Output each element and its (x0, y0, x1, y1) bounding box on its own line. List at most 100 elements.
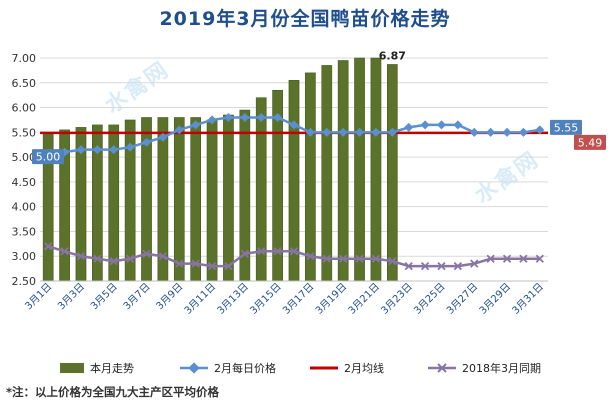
bar (370, 57, 382, 282)
x-tick-label: 3月23日 (379, 281, 415, 317)
bar (190, 117, 202, 282)
bar (255, 97, 267, 282)
data-label-box (550, 119, 582, 135)
x-tick-label: 3月13日 (215, 281, 251, 317)
y-tick-label: 7.00 (12, 52, 37, 65)
point-feb-daily (387, 127, 397, 137)
x-tick-label: 3月31日 (510, 281, 546, 317)
legend-label-bars: 本月走势 (90, 362, 134, 375)
point-feb-daily (125, 142, 135, 152)
point-last-year (207, 261, 217, 271)
legend-item-bars: 本月走势 (60, 360, 134, 376)
point-last-year (76, 252, 86, 261)
point-feb-daily (256, 112, 266, 122)
point-last-year (109, 257, 118, 266)
point-feb-daily (76, 145, 86, 155)
y-tick-label: 2.50 (12, 275, 37, 288)
point-last-year (158, 252, 168, 261)
point-feb-daily (486, 127, 496, 137)
x-tick-label: 3月25日 (411, 281, 447, 317)
point-feb-daily (240, 112, 250, 122)
data-label: 6.87 (379, 49, 406, 62)
point-last-year (404, 261, 413, 271)
legend-swatch-feb-daily (180, 362, 208, 374)
point-feb-daily (305, 127, 315, 137)
price-chart: 2.50 3.00 3.50 4.00 4.50 5.00 5.50 6.00 6.50 7.00… (12, 49, 606, 317)
y-tick-label: 5.00 (12, 151, 37, 164)
bar (337, 60, 349, 282)
chart-title: 2019年3月份全国鸭苗价格走势 (159, 8, 451, 30)
point-last-year (339, 254, 348, 263)
x-tick-label: 3月11日 (182, 281, 218, 317)
point-last-year (355, 254, 364, 263)
legend-label-feb-avg: 2月均线 (344, 362, 384, 375)
bar (223, 114, 234, 282)
x-tick-label: 3月9日 (154, 281, 186, 313)
point-last-year (535, 254, 544, 263)
point-last-year (371, 254, 381, 263)
point-last-year (322, 254, 331, 263)
data-label: 5.55 (554, 121, 579, 134)
point-last-year (437, 261, 446, 271)
legend-swatch-last-year (428, 363, 456, 373)
point-last-year (502, 254, 512, 263)
point-feb-daily (453, 120, 463, 130)
legend-swatch-feb-avg (310, 366, 338, 370)
x-tick-label: 3月21日 (346, 281, 382, 317)
point-last-year (453, 261, 463, 271)
bar (173, 117, 185, 282)
point-last-year (93, 254, 102, 263)
point-feb-daily (404, 122, 414, 132)
bar (321, 65, 333, 282)
point-feb-daily (338, 127, 348, 137)
bar (305, 72, 316, 282)
chart-legend: 本月走势 2月每日价格 2月均线 2018年3月同期 (60, 360, 600, 376)
bar (206, 119, 218, 282)
point-last-year (224, 261, 233, 271)
point-feb-daily (141, 137, 152, 147)
x-tick-label: 3月7日 (121, 281, 153, 313)
data-label-box (574, 134, 606, 150)
footnote: *注：以上价格为全国九大主产区平均价格 (6, 385, 220, 399)
point-feb-daily (502, 127, 512, 137)
x-tick-label: 3月3日 (55, 281, 87, 313)
point-last-year (240, 249, 249, 258)
x-tick-label: 3月27日 (444, 281, 480, 317)
data-label-box (32, 149, 64, 165)
legend-label-last-year: 2018年3月同期 (462, 362, 541, 375)
point-last-year (388, 257, 397, 266)
y-tick-label: 6.00 (12, 102, 37, 115)
y-tick-label: 4.00 (12, 201, 37, 214)
point-feb-daily (223, 112, 233, 122)
point-last-year (142, 249, 151, 258)
point-last-year (273, 247, 282, 256)
point-feb-daily (207, 115, 217, 125)
legend-item-last-year: 2018年3月同期 (428, 360, 541, 376)
point-feb-daily (92, 145, 102, 155)
point-last-year (257, 247, 266, 256)
point-last-year (175, 259, 184, 268)
y-tick-label: 5.50 (12, 126, 37, 139)
legend-swatch-bar (60, 363, 84, 373)
point-feb-daily (273, 112, 283, 122)
point-last-year (470, 259, 479, 268)
point-last-year (486, 254, 495, 263)
legend-item-feb-avg: 2月均线 (310, 360, 384, 376)
x-tick-label: 3月17日 (280, 281, 316, 317)
x-tick-label: 3月5日 (88, 281, 120, 313)
legend-item-feb-daily: 2月每日价格 (180, 360, 276, 376)
data-label: 5.49 (578, 136, 603, 149)
point-last-year (420, 261, 430, 271)
bar (386, 64, 398, 282)
x-tick-label: 3月19日 (313, 281, 349, 317)
y-tick-label: 4.50 (12, 176, 37, 189)
point-feb-daily (420, 120, 430, 130)
point-last-year (306, 252, 315, 261)
point-feb-daily (518, 127, 528, 137)
x-tick-label: 3月29日 (477, 281, 513, 317)
point-feb-daily (469, 127, 479, 137)
point-last-year (44, 242, 53, 251)
bar (354, 57, 365, 282)
y-tick-label: 6.50 (12, 77, 37, 90)
x-tick-label: 3月15日 (248, 281, 284, 317)
